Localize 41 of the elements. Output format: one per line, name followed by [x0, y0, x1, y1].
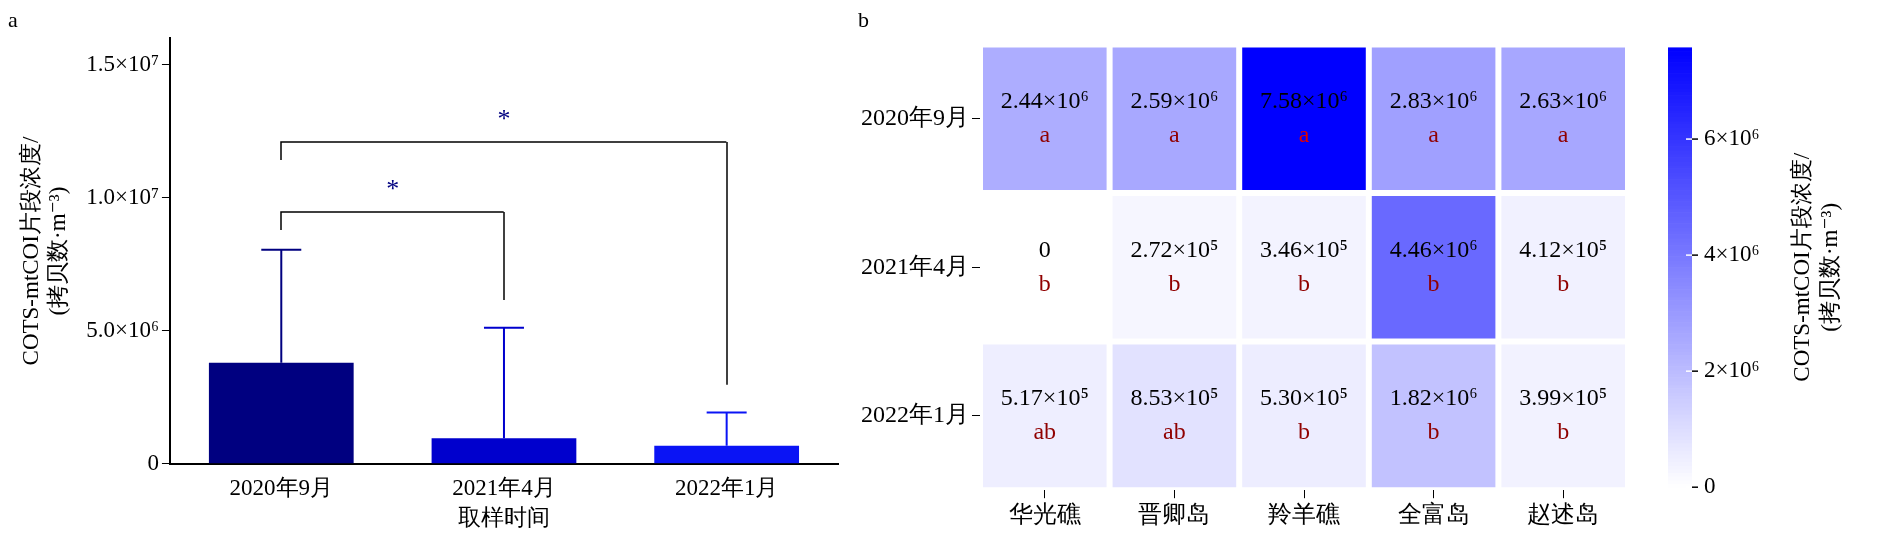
x-tick-label: 华光礁	[1008, 500, 1081, 527]
x-tick-label: 2022年1月	[674, 474, 779, 500]
y-tick-label: 2022年1月	[861, 401, 969, 428]
data-label: 0 b	[1038, 235, 1051, 296]
x-tick-label: 晋卿岛	[1138, 500, 1211, 527]
data-label: 2.83×10⁶ a	[1389, 87, 1478, 147]
color-bar-title: COTS-mtCOI片段浓度/ (拷贝数·m⁻³)	[1789, 152, 1843, 382]
color-bar-label: 0	[1704, 473, 1716, 499]
annotation: *	[496, 103, 512, 134]
y-tick-label: 1.5×10⁷	[86, 51, 159, 77]
data-label: 4.12×10⁵ b	[1519, 235, 1608, 296]
data-label: 2.59×10⁶ a	[1130, 87, 1219, 147]
color-bar-label: 2×10⁶	[1704, 357, 1760, 383]
data-label: 5.17×10⁵ ab	[1000, 384, 1089, 445]
x-tick-label: 全富岛	[1397, 500, 1470, 527]
y-tick-label: 2020年9月	[861, 104, 969, 130]
x-tick-label: 2020年9月	[229, 474, 334, 500]
data-label: 1.82×10⁶ b	[1389, 384, 1478, 445]
y-axis-title: COTS-mtCOI片段浓度/ (拷贝数·m⁻³)	[17, 136, 71, 366]
x-tick-label: 2021年4月	[452, 474, 556, 500]
text: a	[8, 6, 18, 32]
x-tick-label: 赵述岛	[1527, 500, 1600, 527]
data-label: 7.58×10⁶ a	[1260, 87, 1348, 147]
x-axis-title: 取样时间	[457, 505, 550, 531]
y-tick-label: 5.0×10⁶	[86, 316, 159, 342]
data-label: 8.53×10⁵ ab	[1130, 384, 1219, 445]
color-bar-label: 4×10⁶	[1704, 241, 1760, 267]
y-tick-label: 0	[147, 449, 159, 475]
data-label: 5.30×10⁵ b	[1260, 384, 1348, 445]
y-tick-label: 2021年4月	[861, 252, 969, 279]
color-bar-label: 6×10⁶	[1704, 125, 1760, 151]
x-tick-label: 羚羊礁	[1268, 500, 1340, 527]
annotation: *	[385, 173, 401, 204]
chart-title: b	[858, 6, 869, 32]
data-label: 2.63×10⁶ a	[1519, 87, 1608, 147]
data-label: 4.46×10⁶ b	[1389, 235, 1478, 296]
data-label: 3.99×10⁵ b	[1519, 384, 1608, 445]
y-tick-label: 1.0×10⁷	[86, 183, 159, 209]
data-label: 3.46×10⁵ b	[1260, 235, 1348, 296]
data-label: 2.44×10⁶ a	[1000, 87, 1089, 147]
data-label: 2.72×10⁵ b	[1130, 235, 1219, 296]
